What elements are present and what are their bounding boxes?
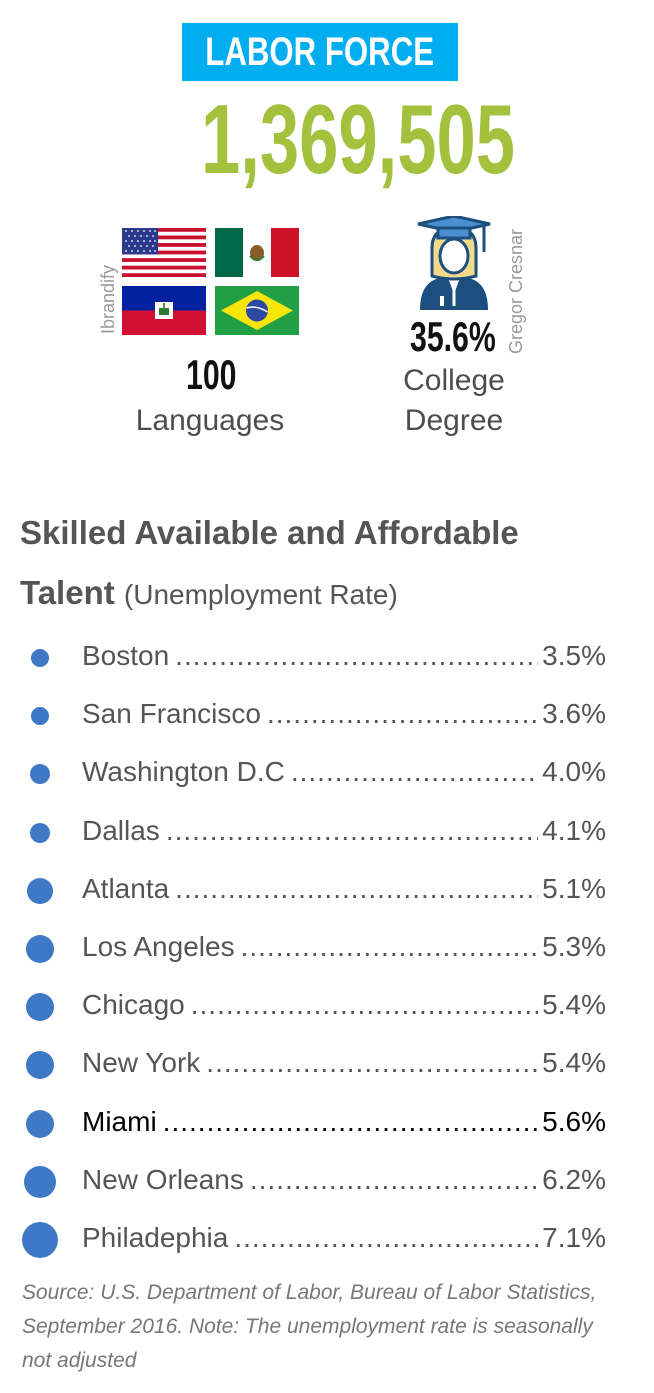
city-name: Washington D.C	[82, 756, 285, 788]
list-item: Washington D.C..........................…	[0, 750, 654, 794]
city-leader: Los Angeles.............................…	[82, 925, 606, 969]
list-item: Chicago.................................…	[0, 983, 654, 1027]
bullet-dot	[27, 877, 53, 904]
bullet-dot	[31, 707, 49, 726]
city-leader: New Orleans.............................…	[82, 1158, 606, 1202]
talent-title-note: (Unemployment Rate)	[123, 579, 398, 610]
list-item: Philadephia.............................…	[0, 1216, 654, 1260]
ibrandify-credit: Ibrandify	[98, 264, 118, 334]
flag-brazil-icon	[215, 286, 299, 335]
labor-force-title: LABOR FORCE	[205, 29, 435, 74]
list-item: Atlanta.................................…	[0, 867, 654, 911]
dot-leader: ........................................…	[175, 640, 538, 671]
dot-leader: ........................................…	[234, 1222, 538, 1253]
unemployment-rate: 5.4%	[542, 989, 606, 1021]
bullet-dot	[24, 1165, 56, 1198]
city-leader: San Francisco...........................…	[82, 692, 606, 736]
city-leader: Dallas..................................…	[82, 809, 606, 853]
unemployment-rate: 4.0%	[542, 756, 606, 788]
unemployment-rate: 5.1%	[542, 872, 606, 904]
college-degree-value: 35.6%	[410, 313, 496, 360]
city-name: New Orleans	[82, 1163, 244, 1195]
list-item: Dallas..................................…	[0, 809, 654, 853]
dot-leader: ........................................…	[190, 989, 538, 1021]
city-leader: New York................................…	[82, 1041, 606, 1085]
city-name: Dallas	[82, 814, 160, 846]
source-note: Source: U.S. Department of Labor, Bureau…	[22, 1281, 597, 1372]
unemployment-rate: 6.2%	[542, 1163, 606, 1195]
list-item: Boston..................................…	[0, 634, 654, 678]
city-name: Atlanta	[82, 872, 170, 904]
labor-force-value: 1,369,505	[201, 84, 515, 194]
dot-leader: ........................................…	[240, 931, 539, 962]
dot-leader: ........................................…	[206, 1047, 538, 1079]
labor-force-banner: LABOR FORCE	[182, 23, 458, 81]
flag-haiti-icon	[122, 286, 206, 335]
unemployment-rate: 5.3%	[542, 931, 606, 962]
city-leader: Philadephia.............................…	[82, 1216, 606, 1260]
city-name: Miami	[82, 1105, 157, 1137]
city-name: Los Angeles	[82, 931, 235, 962]
talent-title-line1: Skilled Available and Affordable	[20, 514, 519, 551]
bullet-dot	[22, 1222, 58, 1258]
dot-leader: ........................................…	[290, 756, 539, 788]
unemployment-rate: 7.1%	[542, 1222, 606, 1253]
bullet-dot	[26, 935, 54, 963]
unemployment-rate: 4.1%	[542, 814, 606, 846]
unemployment-rate: 3.5%	[542, 640, 606, 671]
flags-group	[122, 228, 300, 336]
bullet-dot	[30, 764, 50, 785]
college-label-line2: Degree	[404, 404, 504, 437]
bullet-dot	[26, 993, 54, 1022]
city-name: Philadephia	[82, 1222, 229, 1253]
list-item: Los Angeles.............................…	[0, 925, 654, 969]
list-item: New Orleans.............................…	[0, 1158, 654, 1202]
languages-value: 100	[186, 351, 237, 398]
city-leader: Boston..................................…	[82, 634, 606, 678]
bullet-dot	[30, 822, 50, 843]
city-leader: Washington D.C..........................…	[82, 750, 606, 794]
list-item: Miami...................................…	[0, 1100, 654, 1144]
languages-label: Languages	[135, 404, 285, 437]
dot-leader: ........................................…	[266, 698, 538, 730]
bullet-dot	[26, 1109, 54, 1138]
bullet-dot	[26, 1051, 54, 1080]
unemployment-rate: 5.6%	[542, 1105, 606, 1137]
college-label-line1: College	[403, 364, 505, 397]
dot-leader: ........................................…	[165, 814, 538, 846]
unemployment-rate: 5.4%	[542, 1047, 606, 1079]
dot-leader: ........................................…	[175, 872, 538, 904]
talent-title-bold: Talent	[20, 574, 115, 611]
graduate-icon	[414, 214, 494, 312]
city-name: San Francisco	[82, 698, 261, 730]
bullet-dot	[31, 649, 49, 667]
flag-mexico-icon	[215, 228, 299, 277]
city-leader: Atlanta.................................…	[82, 867, 606, 911]
city-leader: Chicago.................................…	[82, 983, 606, 1027]
list-item: New York................................…	[0, 1041, 654, 1085]
city-name: New York	[82, 1047, 201, 1079]
dot-leader: ........................................…	[162, 1105, 539, 1137]
city-name: Boston	[82, 640, 170, 671]
list-item: San Francisco...........................…	[0, 692, 654, 736]
city-leader: Miami...................................…	[82, 1100, 606, 1144]
flag-usa-icon	[122, 228, 206, 277]
dot-leader: ........................................…	[249, 1163, 539, 1195]
city-name: Chicago	[82, 989, 185, 1021]
unemployment-rate: 3.6%	[542, 698, 606, 730]
talent-title-line2: Talent (Unemployment Rate)	[20, 574, 398, 612]
